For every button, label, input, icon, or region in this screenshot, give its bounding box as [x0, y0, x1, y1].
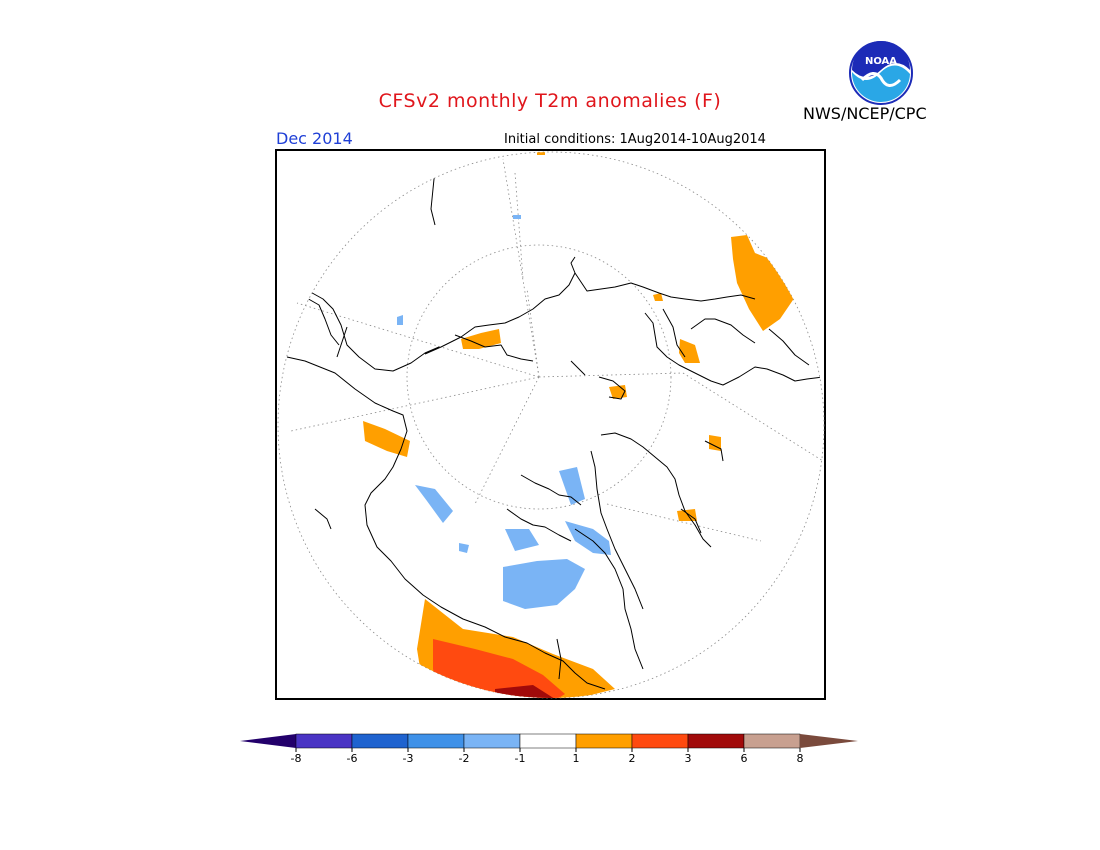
- colorbar-ticks: -8 -6 -3 -2 -1 1 2 3 6 8: [291, 748, 804, 765]
- colorbar-bins: [295, 733, 801, 749]
- colorbar-tick-label: -3: [403, 752, 414, 765]
- initial-conditions-label: Initial conditions: 1Aug2014-10Aug2014: [504, 132, 766, 147]
- colorbar-high-arrow: [800, 734, 858, 748]
- colorbar-tick-label: 2: [629, 752, 636, 765]
- map-frame: [275, 149, 826, 700]
- graticule-latitude-circle: [406, 244, 672, 510]
- logo-lettering: NOAA: [865, 56, 897, 67]
- colorbar-tick-label: -8: [291, 752, 302, 765]
- colorbar-tick-label: -1: [515, 752, 526, 765]
- agency-label: NWS/NCEP/CPC: [803, 104, 927, 123]
- colorbar-tick-label: -2: [459, 752, 470, 765]
- colorbar-bin: [575, 733, 633, 749]
- colorbar-tick-label: 3: [685, 752, 692, 765]
- colorbar-bin: [407, 733, 465, 749]
- colorbar-bin: [295, 733, 353, 749]
- forecast-month-label: Dec 2014: [276, 129, 353, 148]
- colorbar-bin: [631, 733, 689, 749]
- polar-map: [275, 149, 826, 700]
- colorbar-bin: [687, 733, 745, 749]
- colorbar-bin: [463, 733, 521, 749]
- colorbar-bin: [351, 733, 409, 749]
- colorbar-tick-label: 6: [741, 752, 748, 765]
- colorbar-bin: [743, 733, 801, 749]
- page-title: CFSv2 monthly T2m anomalies (F): [378, 90, 722, 112]
- colorbar-tick-label: 1: [573, 752, 580, 765]
- coastlines: [286, 168, 824, 690]
- colorbar: -8 -6 -3 -2 -1 1 2 3 6 8: [240, 733, 858, 765]
- colorbar-low-arrow: [240, 734, 296, 748]
- colorbar-bin: [519, 733, 577, 749]
- noaa-logo-icon: NOAA: [849, 41, 913, 105]
- colorbar-tick-label: -6: [347, 752, 358, 765]
- colorbar-tick-label: 8: [797, 752, 804, 765]
